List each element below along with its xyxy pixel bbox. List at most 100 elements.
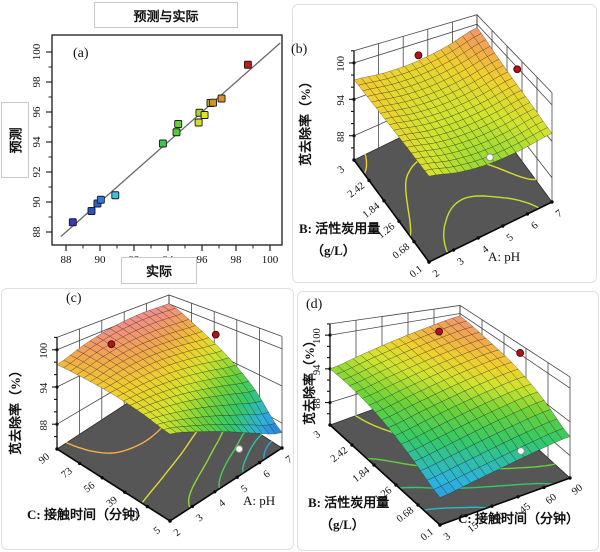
- design-points: [414, 51, 522, 162]
- scatter-point: [158, 139, 167, 148]
- design-point-red: [414, 51, 423, 60]
- design-point-red: [516, 349, 525, 357]
- svg-text:0.68: 0.68: [391, 242, 412, 262]
- scatter-point: [243, 60, 252, 69]
- svg-text:88: 88: [312, 398, 323, 409]
- panel-d-yaxis-title: B: 活性炭用量: [308, 495, 390, 510]
- svg-text:96: 96: [31, 106, 43, 118]
- svg-text:100: 100: [262, 254, 279, 266]
- panel-a-title: 预测与实际: [133, 8, 199, 24]
- svg-text:4: 4: [480, 244, 492, 256]
- svg-text:0.1: 0.1: [408, 264, 425, 281]
- svg-text:7: 7: [554, 208, 565, 220]
- panel-a-title-tab: 预测与实际: [94, 2, 238, 28]
- design-point-white: [486, 153, 494, 162]
- svg-text:90: 90: [37, 451, 52, 466]
- svg-text:98: 98: [231, 254, 243, 266]
- panel-a-xlabel: 实际: [145, 264, 172, 279]
- scatter-point: [194, 118, 203, 127]
- panel-d-border: [297, 291, 599, 551]
- svg-text:100: 100: [31, 43, 43, 60]
- scatter-point: [174, 120, 183, 128]
- svg-text:56: 56: [82, 480, 97, 495]
- svg-text:88: 88: [39, 420, 50, 431]
- svg-text:94: 94: [312, 364, 323, 375]
- panel-b-xaxis-title: A: pH: [488, 249, 521, 264]
- svg-text:94: 94: [336, 94, 347, 105]
- panel-a-ylabel: 预测: [8, 126, 24, 154]
- panel-c-letter: (c): [66, 291, 82, 306]
- scatter-point: [96, 195, 105, 204]
- svg-text:3: 3: [456, 256, 467, 268]
- scatter-points: [68, 60, 252, 227]
- svg-text:0.68: 0.68: [395, 505, 416, 525]
- z-axis: 88 94 100: [312, 323, 332, 425]
- panel-a-xlabel-tab: 实际: [121, 257, 197, 284]
- svg-text:90: 90: [95, 254, 107, 266]
- scatter-point: [68, 218, 77, 227]
- svg-text:88: 88: [336, 131, 347, 142]
- svg-text:88: 88: [61, 254, 73, 266]
- svg-text:73: 73: [60, 466, 75, 481]
- panel-c-zlabel: 苋去除率（%）: [7, 363, 23, 455]
- svg-text:3: 3: [312, 429, 323, 441]
- panel-b-zlabel: 苋去除率（%）: [297, 74, 313, 166]
- svg-text:2: 2: [431, 268, 442, 280]
- design-point-red: [513, 65, 522, 74]
- svg-text:90: 90: [31, 196, 43, 208]
- axis-ticks: 888890909292949496969898100100: [31, 43, 279, 266]
- svg-text:5: 5: [505, 232, 516, 244]
- svg-text:4: 4: [217, 497, 229, 509]
- svg-text:0.1: 0.1: [419, 527, 436, 544]
- design-points: [435, 327, 525, 455]
- panel-b-letter: (b): [291, 42, 308, 57]
- design-point-red: [107, 340, 116, 349]
- design-point-white: [517, 447, 525, 455]
- scatter-point: [209, 98, 218, 107]
- panel-b-border: [292, 4, 597, 283]
- z-axis: 88 94 100: [336, 50, 356, 160]
- panel-a-ylabel-tab: 预测: [1, 102, 29, 178]
- panel-d-zlabel: 苋去除率（%）: [301, 333, 317, 425]
- design-points: [107, 330, 244, 453]
- svg-text:98: 98: [31, 76, 43, 88]
- svg-text:3: 3: [194, 512, 205, 524]
- svg-text:5: 5: [152, 525, 163, 537]
- panel-b-yaxis-title-unit: （g/L）: [311, 243, 356, 258]
- surface-mesh: [56, 303, 283, 435]
- panel-b-yaxis-title: B: 活性炭用量: [299, 221, 381, 236]
- svg-text:2.42: 2.42: [329, 445, 350, 465]
- panel-a-letter: (a): [73, 46, 89, 61]
- scatter-point: [200, 111, 209, 119]
- svg-text:94: 94: [31, 136, 43, 148]
- svg-text:100: 100: [39, 343, 50, 359]
- scatter-point: [87, 207, 96, 215]
- scatter-point: [217, 94, 226, 103]
- svg-text:100: 100: [336, 56, 347, 72]
- panel-c-border: [1, 288, 294, 550]
- svg-text:3: 3: [336, 164, 347, 176]
- svg-text:5: 5: [239, 483, 250, 495]
- surface-mesh: [329, 315, 571, 498]
- panel-d-xaxis-title: C: 接触时间（分钟）: [458, 511, 579, 526]
- svg-text:6: 6: [262, 469, 273, 481]
- panel-d-letter: (d): [306, 297, 323, 312]
- svg-text:3: 3: [442, 531, 453, 543]
- svg-text:100: 100: [312, 328, 323, 344]
- panel-a-scatter: 888890909292949496969898100100: [31, 34, 283, 266]
- svg-text:60: 60: [544, 492, 559, 507]
- svg-text:1.84: 1.84: [351, 465, 373, 485]
- design-point-red: [435, 327, 443, 336]
- svg-text:6: 6: [529, 220, 540, 232]
- svg-text:92: 92: [31, 167, 43, 178]
- svg-text:7: 7: [284, 454, 295, 466]
- panel-c-yaxis-title: C: 接触时间（分钟）: [27, 507, 148, 522]
- svg-text:94: 94: [39, 382, 50, 393]
- svg-text:2: 2: [172, 527, 183, 539]
